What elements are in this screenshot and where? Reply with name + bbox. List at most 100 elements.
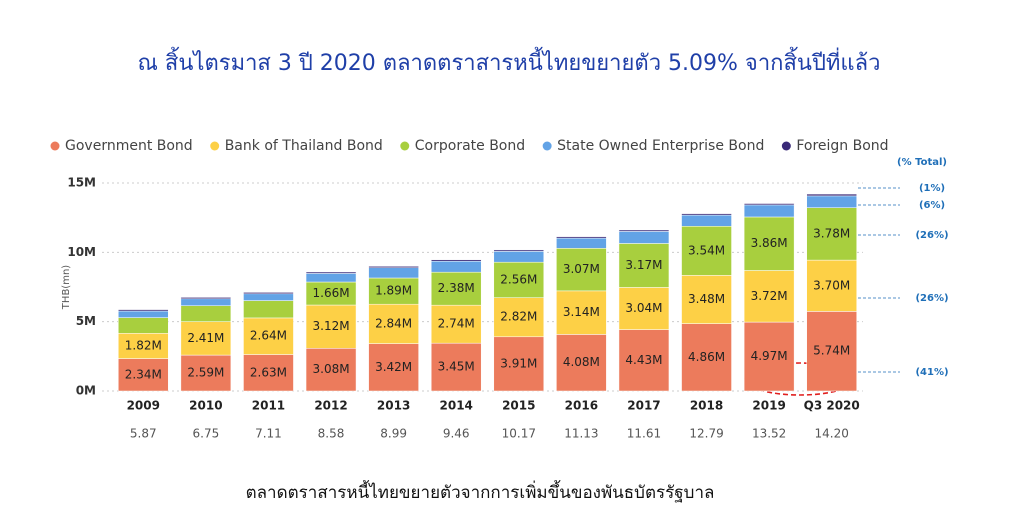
y-tick-label: 15M bbox=[67, 176, 96, 190]
total-label: 13.52 bbox=[752, 427, 786, 441]
share-header: (% Total) bbox=[897, 157, 947, 168]
bar-segment bbox=[743, 203, 795, 206]
bar-segment bbox=[493, 249, 545, 252]
bar-segment bbox=[243, 292, 294, 295]
value-label: 3.72M bbox=[751, 289, 788, 303]
bar-segment bbox=[430, 260, 482, 273]
bar-segment bbox=[368, 266, 419, 268]
bar-segment bbox=[368, 343, 419, 392]
value-label: 2.38M bbox=[438, 281, 475, 295]
value-label: 2.59M bbox=[187, 366, 224, 380]
x-tick-label: 2019 bbox=[752, 399, 785, 413]
bar-segment bbox=[618, 229, 670, 232]
legend-label: State Owned Enterprise Bond bbox=[557, 138, 764, 154]
bar-segment bbox=[806, 311, 857, 392]
value-label: 4.86M bbox=[688, 350, 725, 364]
x-tick-label: 2015 bbox=[502, 399, 535, 413]
value-label: 2.56M bbox=[500, 272, 537, 286]
chart-subtitle: ตลาดตราสารหนี้ไทยขยายตัวจากการเพิ่มขึ้นข… bbox=[246, 480, 715, 503]
value-label: 3.12M bbox=[313, 319, 350, 333]
bar-segment bbox=[243, 317, 294, 355]
bar-segment bbox=[118, 333, 169, 359]
value-label: 3.42M bbox=[375, 360, 412, 374]
bar-segment bbox=[493, 251, 545, 263]
bar-segment bbox=[743, 204, 795, 218]
total-label: 11.61 bbox=[627, 427, 661, 441]
value-label: 5.74M bbox=[813, 344, 850, 358]
value-label: 1.66M bbox=[313, 286, 350, 300]
x-tick-label: 2016 bbox=[565, 399, 598, 413]
value-label: 2.63M bbox=[250, 365, 287, 379]
bar-segment bbox=[618, 231, 670, 244]
bar-segment bbox=[681, 226, 732, 276]
bar-segment bbox=[806, 259, 857, 312]
bar-segment bbox=[305, 273, 357, 283]
bar-segment bbox=[618, 243, 670, 288]
bar-segment bbox=[806, 195, 857, 208]
bar-segment bbox=[368, 303, 419, 344]
value-label: 3.70M bbox=[813, 278, 850, 292]
bar-segment bbox=[243, 354, 294, 392]
share-label: (26%) bbox=[915, 293, 948, 304]
total-label: 6.75 bbox=[193, 427, 220, 441]
x-tick-label: 2010 bbox=[189, 399, 222, 413]
bar-segment bbox=[681, 275, 732, 324]
bar-segment bbox=[681, 323, 732, 392]
bar-segment bbox=[681, 213, 732, 216]
share-label: (6%) bbox=[919, 200, 945, 211]
value-label: 3.54M bbox=[688, 243, 725, 257]
value-label: 1.89M bbox=[375, 284, 412, 298]
bar-segment bbox=[806, 207, 857, 261]
value-label: 1.82M bbox=[125, 338, 162, 352]
y-tick-label: 5M bbox=[76, 314, 96, 328]
bar-segment bbox=[180, 298, 232, 306]
bar-segment bbox=[118, 310, 169, 318]
value-label: 2.64M bbox=[250, 329, 287, 343]
share-label: (1%) bbox=[919, 183, 945, 194]
value-label: 4.08M bbox=[563, 355, 600, 369]
bar-segment bbox=[556, 248, 607, 292]
legend-label: Foreign Bond bbox=[796, 138, 888, 154]
x-tick-label: 2014 bbox=[440, 399, 473, 413]
legend-label: Bank of Thailand Bond bbox=[225, 138, 383, 154]
bar-segment bbox=[243, 293, 294, 301]
x-tick-label: 2013 bbox=[377, 399, 410, 413]
legend-swatch bbox=[210, 141, 220, 151]
y-tick-label: 0M bbox=[76, 384, 96, 398]
bar-segment bbox=[743, 270, 795, 323]
value-label: 4.97M bbox=[751, 349, 788, 363]
bar-segment bbox=[430, 259, 482, 262]
legend-swatch bbox=[50, 141, 60, 151]
value-label: 2.34M bbox=[125, 367, 162, 381]
bar-segment bbox=[618, 329, 670, 392]
x-tick-label: 2009 bbox=[127, 399, 160, 413]
value-label: 4.43M bbox=[625, 353, 662, 367]
bar-segment bbox=[430, 342, 482, 392]
bar-segment bbox=[743, 216, 795, 271]
bar-segment bbox=[556, 290, 607, 335]
chart-title: ณ สิ้นไตรมาส 3 ปี 2020 ตลาดตราสารหนี้ไทย… bbox=[138, 47, 881, 76]
bar-segment bbox=[118, 317, 169, 334]
x-tick-label: 2018 bbox=[690, 399, 723, 413]
share-label: (41%) bbox=[915, 367, 948, 378]
value-label: 2.84M bbox=[375, 316, 412, 330]
legend-swatch bbox=[781, 141, 791, 151]
value-label: 2.41M bbox=[187, 331, 224, 345]
value-label: 3.17M bbox=[625, 258, 662, 272]
total-label: 5.87 bbox=[130, 427, 157, 441]
value-label: 2.82M bbox=[500, 310, 537, 324]
total-label: 8.99 bbox=[380, 427, 407, 441]
bar-segment bbox=[430, 304, 482, 344]
bar-segment bbox=[806, 193, 857, 197]
value-label: 3.91M bbox=[500, 356, 537, 370]
total-label: 8.58 bbox=[318, 427, 345, 441]
value-label: 2.74M bbox=[438, 317, 475, 331]
total-label: 10.17 bbox=[502, 427, 536, 441]
value-label: 3.78M bbox=[813, 226, 850, 240]
bar-segment bbox=[180, 297, 232, 300]
bar-segment bbox=[118, 358, 169, 392]
bar-segment bbox=[556, 237, 607, 249]
bar-segment bbox=[305, 271, 357, 274]
bar-segment bbox=[493, 261, 545, 298]
value-label: 3.07M bbox=[563, 262, 600, 276]
